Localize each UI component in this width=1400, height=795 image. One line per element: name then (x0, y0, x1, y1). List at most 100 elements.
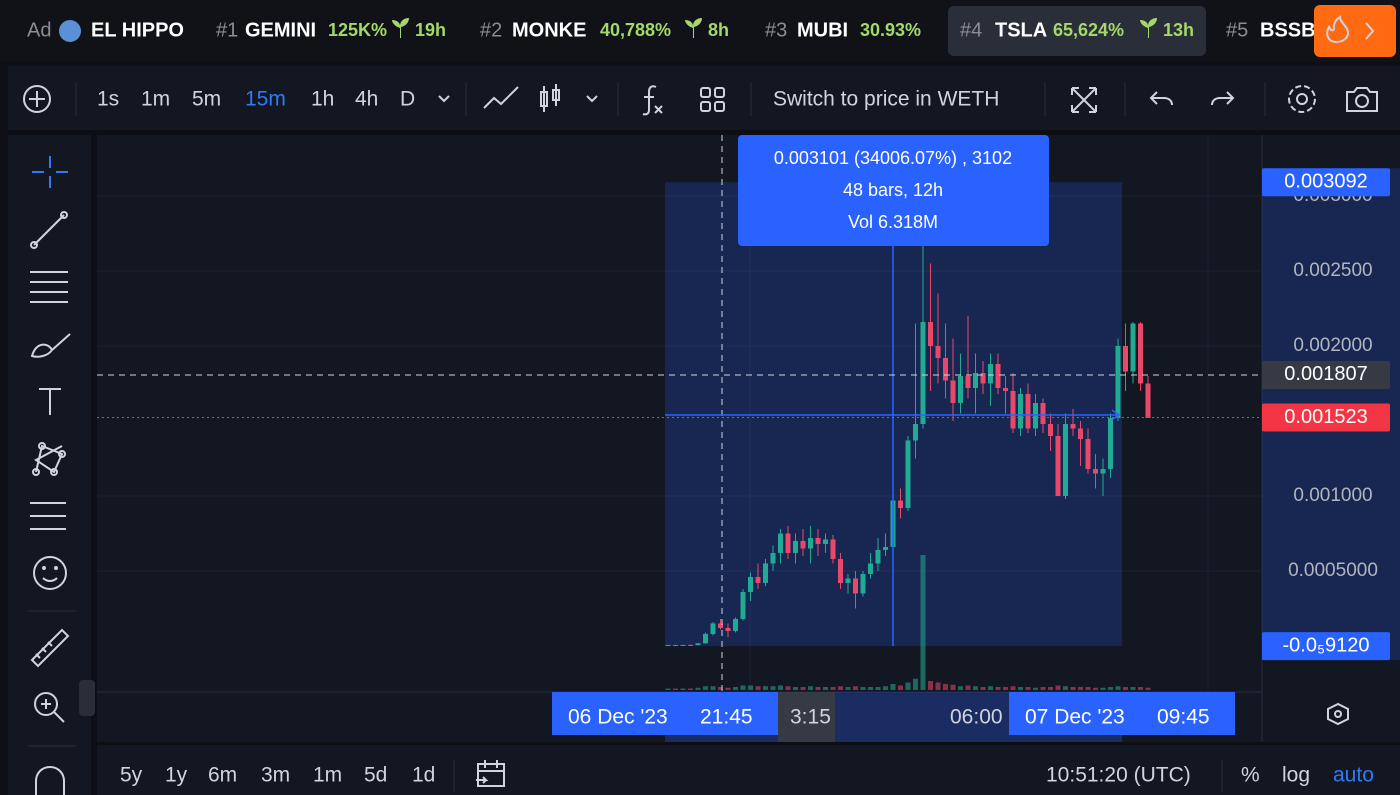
hot-button[interactable] (1314, 5, 1396, 57)
candle-body (778, 533, 783, 553)
volume-bar (898, 685, 903, 690)
active-token-highlight (948, 6, 1206, 56)
line-chart-icon[interactable] (483, 86, 519, 109)
volume-bar (1063, 686, 1068, 690)
goto-date-icon[interactable] (476, 760, 505, 787)
range-button[interactable]: 6m (208, 764, 237, 787)
volume-bar (1078, 687, 1083, 690)
ad-name[interactable]: EL HIPPO (91, 19, 184, 41)
volume-bar (883, 686, 888, 690)
measure-line: Vol 6.318M (848, 212, 938, 232)
token-change: 125K% (328, 20, 387, 40)
add-icon[interactable] (23, 85, 51, 113)
y-tick-label: 0.0005000 (1288, 560, 1378, 581)
y-tick-label: 0.001000 (1293, 485, 1372, 506)
candle-body (740, 591, 746, 619)
token-name[interactable]: TSLA (995, 19, 1047, 41)
candle-body (725, 627, 731, 631)
candle-body (755, 576, 761, 583)
range-button[interactable]: 5d (364, 764, 387, 787)
chevron[interactable] (586, 95, 598, 103)
candle-body (793, 540, 798, 553)
volume-bar (950, 684, 956, 690)
token-name[interactable]: GEMINI (245, 19, 316, 41)
chevron[interactable] (438, 95, 450, 103)
volume-bar (718, 687, 723, 690)
interval[interactable]: 1h (311, 88, 334, 111)
measure-arrow (1111, 409, 1121, 421)
hippo-icon (59, 20, 81, 42)
measure-line: 0.003101 (34006.07%) , 3102 (774, 148, 1012, 168)
candle-body (868, 563, 873, 574)
token-name[interactable]: BSSB (1260, 19, 1316, 41)
range-button[interactable]: 1y (165, 764, 188, 787)
bottom-bar (97, 745, 1400, 795)
price-badge-label: 0.003092 (1284, 171, 1367, 193)
volume-bar (688, 688, 693, 690)
axis-settings-dot (1334, 710, 1342, 718)
candle-body (1070, 423, 1076, 429)
volume-bar (740, 685, 746, 690)
scale-option[interactable]: log (1282, 764, 1310, 787)
volume-bar (1003, 687, 1008, 690)
range-button[interactable]: 3m (261, 764, 290, 787)
candle-body (913, 423, 918, 441)
volume-bar (920, 555, 926, 690)
interval[interactable]: 1m (141, 88, 170, 111)
interval[interactable]: 5m (192, 88, 221, 111)
measure-tooltip (738, 135, 1049, 246)
time-label: 3:15 (790, 706, 831, 729)
redo-icon[interactable] (1211, 91, 1235, 106)
tool-icons[interactable] (30, 156, 71, 795)
range-button[interactable]: 1m (313, 764, 342, 787)
token-change: 30.93% (860, 20, 921, 40)
volume-bar (1025, 687, 1031, 690)
rank: #5 (1226, 19, 1248, 41)
rank: #3 (765, 19, 787, 41)
candle-chart-icon[interactable] (540, 84, 560, 112)
scale-option[interactable]: % (1241, 764, 1260, 787)
interval-active[interactable]: 15m (245, 88, 286, 111)
volume-bar (965, 685, 971, 690)
volume-bar (770, 686, 776, 690)
fullscreen-icon[interactable] (1071, 87, 1097, 113)
volume-bar (1085, 687, 1091, 690)
range-button[interactable]: 1d (412, 764, 435, 787)
candle-body (673, 645, 678, 647)
interval[interactable]: 1s (97, 88, 119, 111)
scale-option-active[interactable]: auto (1333, 764, 1374, 787)
candle-body (943, 358, 948, 381)
collapse-button[interactable] (79, 680, 95, 716)
token-age: 8h (708, 20, 729, 40)
price-badge (1262, 632, 1390, 661)
interval[interactable]: 4h (355, 88, 378, 111)
candle-body (838, 558, 843, 583)
volume-bar (838, 686, 843, 690)
settings-icon[interactable] (1296, 93, 1308, 105)
volume-bar (1018, 687, 1023, 690)
volume-bar (958, 686, 963, 690)
interval[interactable]: D (400, 88, 415, 111)
candle-body (1093, 468, 1098, 474)
indicator-icon[interactable] (642, 85, 663, 116)
volume-bar (1108, 687, 1113, 690)
undo-icon[interactable] (1149, 91, 1173, 106)
time-label: 21:45 (700, 706, 753, 729)
candle-body (695, 643, 701, 646)
candle-body (808, 537, 813, 549)
axis-settings-icon[interactable] (1327, 702, 1349, 726)
volume-bar (785, 686, 791, 690)
token-name[interactable]: MUBI (797, 19, 848, 41)
camera-icon[interactable] (1346, 87, 1378, 112)
time-label-box (1009, 692, 1235, 735)
layout-icon[interactable] (700, 87, 725, 112)
rank: #4 (960, 19, 982, 41)
volume-bar (875, 687, 881, 690)
volume-bar (823, 687, 828, 690)
range-button[interactable]: 5y (120, 764, 143, 787)
candle-body (973, 373, 978, 389)
rank: #1 (216, 19, 238, 41)
token-name[interactable]: MONKE (512, 19, 586, 41)
switch-price-button[interactable]: Switch to price in WETH (773, 88, 999, 111)
